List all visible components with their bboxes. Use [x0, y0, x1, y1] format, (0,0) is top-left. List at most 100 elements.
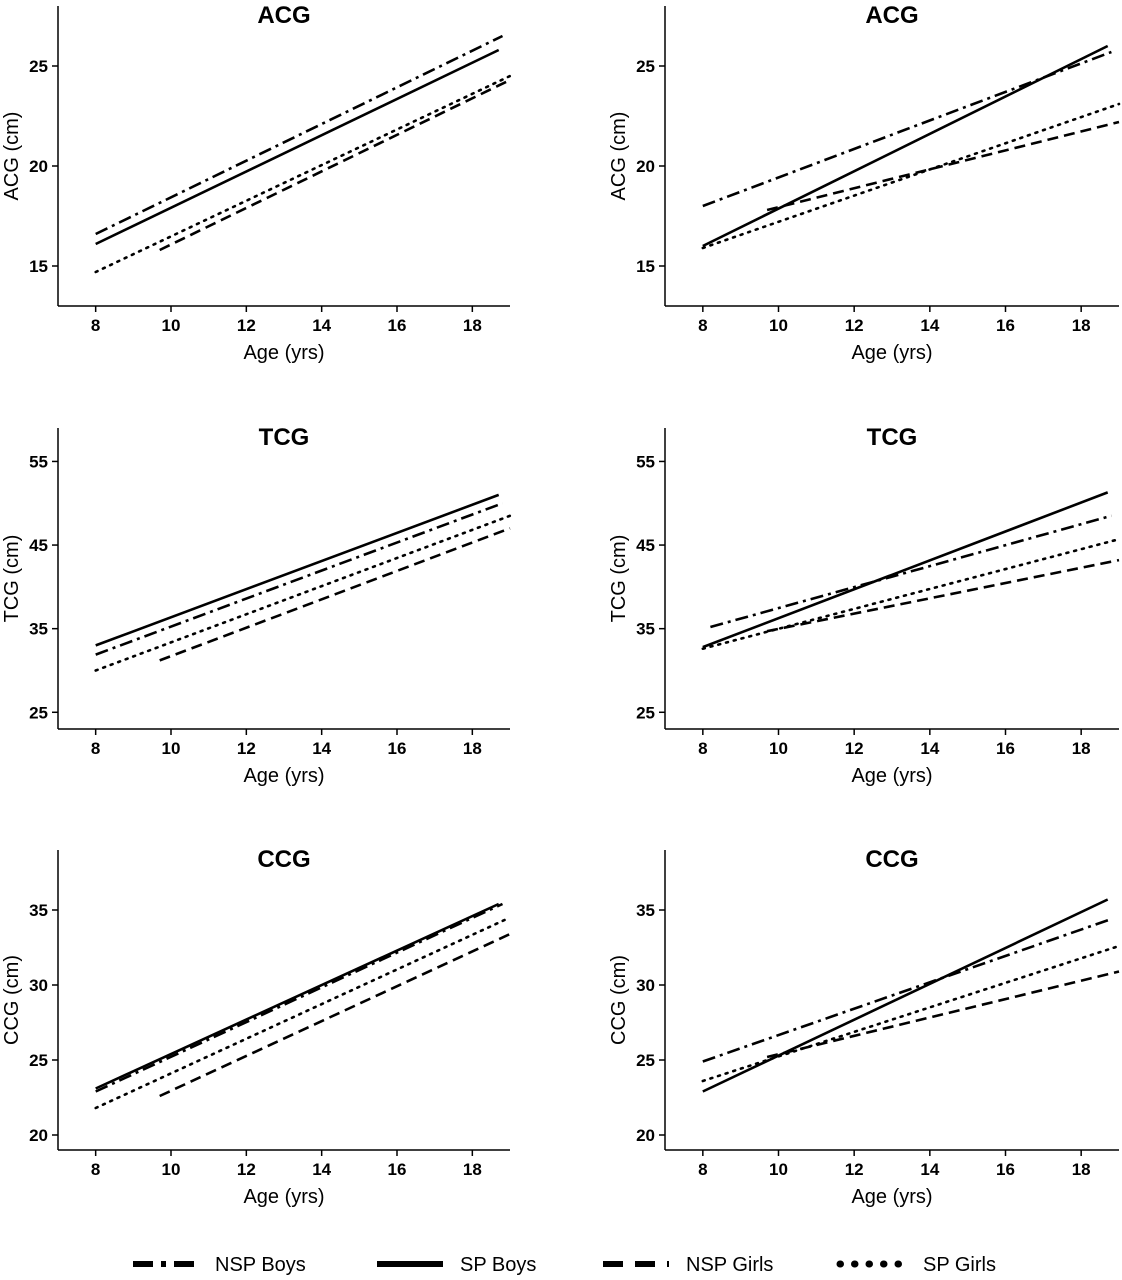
series-line-nsp-girls	[766, 120, 1120, 212]
chart-panel: 8 10 12 14 16 18 15 20 25 ACG Age (yrs) ACG (cm)	[608, 2, 1121, 364]
y-tick-label: 30	[29, 976, 48, 995]
series-line-nsp-boys	[710, 514, 1112, 629]
series-line-sp-girls	[701, 944, 1121, 1083]
x-tick-label: 12	[237, 739, 256, 758]
series-line-sp-girls	[94, 514, 512, 672]
series-line-sp-girls	[701, 102, 1121, 250]
legend-item: NSP Boys	[133, 1254, 306, 1276]
y-tick-label: 25	[636, 1051, 655, 1070]
y-tick-label: 35	[29, 620, 48, 639]
x-tick-label: 8	[91, 316, 100, 335]
y-tick-label: 45	[29, 536, 48, 555]
x-tick-label: 12	[237, 316, 256, 335]
x-axis-label: Age (yrs)	[851, 342, 932, 364]
y-tick-label: 15	[636, 257, 655, 276]
x-tick-label: 18	[1072, 739, 1091, 758]
y-tick-label: 35	[636, 620, 655, 639]
chart-title: CCG	[257, 846, 310, 873]
chart-panel: 8 10 12 14 16 18 20 25 30 35 CCG Age (yrs) CCG (cm)	[1, 846, 512, 1208]
x-tick-label: 16	[996, 1160, 1015, 1179]
x-tick-label: 18	[1072, 316, 1091, 335]
series-line-sp-boys	[95, 493, 500, 647]
series-line-nsp-boys	[702, 917, 1112, 1063]
y-tick-label: 25	[636, 57, 655, 76]
series-line-nsp-girls	[159, 78, 511, 252]
x-tick-label: 8	[698, 1160, 707, 1179]
series-line-sp-boys	[702, 491, 1109, 649]
x-tick-label: 14	[312, 739, 331, 758]
x-tick-label: 8	[698, 316, 707, 335]
series-line-sp-boys	[702, 44, 1109, 248]
legend-label: NSP Boys	[215, 1254, 306, 1276]
x-axis-label: Age (yrs)	[243, 342, 324, 364]
y-tick-label: 25	[29, 703, 48, 722]
x-tick-label: 14	[920, 1160, 939, 1179]
x-tick-label: 12	[845, 1160, 864, 1179]
x-tick-label: 14	[920, 316, 939, 335]
x-tick-label: 14	[312, 316, 331, 335]
series-line-nsp-girls	[159, 527, 511, 662]
x-tick-label: 10	[162, 1160, 181, 1179]
chart-panel: 8 10 12 14 16 18 15 20 25 ACG Age (yrs) ACG (cm)	[1, 2, 512, 364]
chart-title: CCG	[865, 846, 918, 873]
series-line-sp-boys	[702, 898, 1109, 1093]
x-tick-label: 18	[1072, 1160, 1091, 1179]
x-tick-label: 10	[769, 316, 788, 335]
y-tick-label: 20	[636, 1126, 655, 1145]
x-tick-label: 18	[463, 316, 482, 335]
y-tick-label: 35	[636, 901, 655, 920]
x-axis-label: Age (yrs)	[851, 765, 932, 787]
y-tick-label: 55	[636, 452, 655, 471]
series-line-nsp-boys	[95, 502, 503, 656]
series-line-nsp-girls	[766, 558, 1120, 633]
y-tick-label: 20	[29, 157, 48, 176]
x-tick-label: 18	[463, 739, 482, 758]
y-axis-label: ACG (cm)	[608, 112, 630, 201]
x-tick-label: 10	[162, 739, 181, 758]
legend-label: NSP Girls	[686, 1254, 773, 1276]
x-tick-label: 10	[769, 1160, 788, 1179]
series-line-nsp-boys	[702, 50, 1112, 208]
y-axis-label: CCG (cm)	[1, 955, 23, 1045]
chart-panel: 8 10 12 14 16 18 25 35 45 55 TCG Age (yrs) TCG (cm)	[1, 424, 512, 787]
y-axis-label: CCG (cm)	[608, 955, 630, 1045]
x-tick-label: 12	[237, 1160, 256, 1179]
x-tick-label: 16	[996, 316, 1015, 335]
y-tick-label: 25	[29, 1051, 48, 1070]
series-line-sp-girls	[701, 537, 1121, 651]
legend-label: SP Girls	[923, 1254, 996, 1276]
chart-title: ACG	[257, 2, 310, 29]
series-line-nsp-boys	[95, 34, 504, 236]
legend-item: NSP Girls	[603, 1254, 773, 1276]
y-tick-label: 30	[636, 976, 655, 995]
series-line-sp-girls	[94, 916, 512, 1110]
y-axis-label: TCG (cm)	[608, 535, 630, 623]
y-tick-label: 35	[29, 901, 48, 920]
x-tick-label: 16	[388, 1160, 407, 1179]
chart-panel: 8 10 12 14 16 18 25 35 45 55 TCG Age (yrs) TCG (cm)	[608, 424, 1121, 787]
x-axis-label: Age (yrs)	[851, 1186, 932, 1208]
y-tick-label: 25	[636, 703, 655, 722]
y-tick-label: 15	[29, 257, 48, 276]
y-tick-label: 25	[29, 57, 48, 76]
x-axis-label: Age (yrs)	[243, 1186, 324, 1208]
x-axis-label: Age (yrs)	[243, 765, 324, 787]
x-tick-label: 16	[996, 739, 1015, 758]
panels: 8 10 12 14 16 18 15 20 25 ACG Age (yrs) ACG (cm) 8 10…	[1, 2, 1121, 1208]
x-tick-label: 8	[91, 1160, 100, 1179]
y-tick-label: 45	[636, 536, 655, 555]
chart-title: TCG	[867, 424, 918, 451]
x-tick-label: 10	[162, 316, 181, 335]
legend-label: SP Boys	[460, 1254, 536, 1276]
series-line-sp-girls	[94, 74, 512, 274]
y-tick-label: 20	[29, 1126, 48, 1145]
x-tick-label: 18	[463, 1160, 482, 1179]
chart-title: ACG	[865, 2, 918, 29]
x-tick-label: 12	[845, 316, 864, 335]
chart-title: TCG	[259, 424, 310, 451]
x-tick-label: 14	[920, 739, 939, 758]
legend-item: SP Boys	[377, 1254, 536, 1276]
legend: NSP Boys SP Boys NSP Girls SP Girls	[133, 1254, 996, 1276]
series-line-nsp-boys	[95, 902, 504, 1093]
